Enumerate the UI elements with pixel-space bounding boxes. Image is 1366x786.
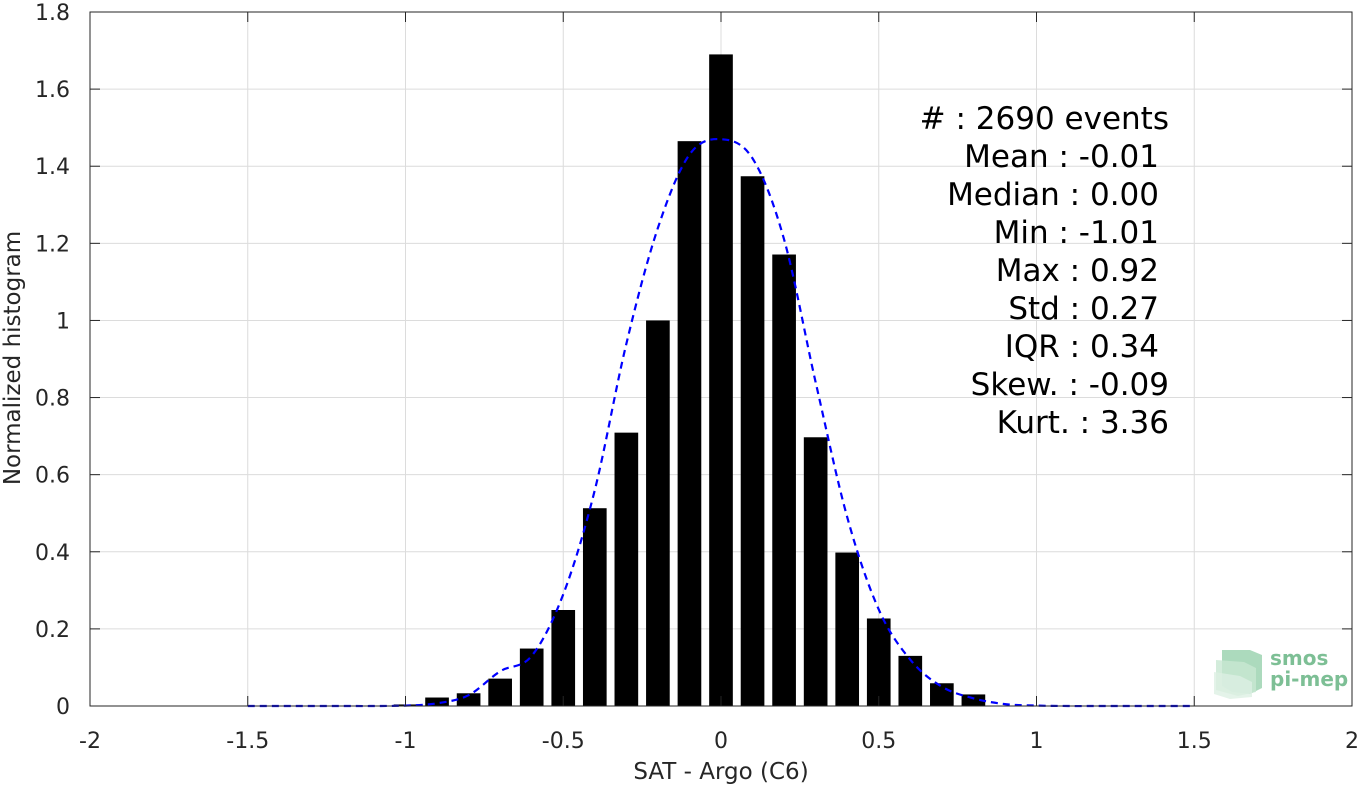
histogram-bar xyxy=(930,683,954,706)
y-tick-label: 0.8 xyxy=(35,387,70,412)
axis-ticks xyxy=(89,11,1353,707)
logo-text-pi-mep: pi-mep xyxy=(1270,667,1348,691)
histogram-bar xyxy=(740,176,765,706)
y-tick-label: 1.4 xyxy=(35,155,70,180)
x-tick-label: -0.5 xyxy=(542,729,585,754)
histogram-bar xyxy=(709,54,733,706)
x-tick-label: -2 xyxy=(79,729,101,754)
histogram-bar xyxy=(898,655,923,706)
stats-mean: Mean : -0.01 xyxy=(964,139,1159,175)
stats-kurt: Kurt. : 3.36 xyxy=(997,405,1169,441)
histogram-bar xyxy=(519,648,544,706)
histogram-bar xyxy=(582,508,607,706)
histogram-bar xyxy=(961,694,986,706)
y-tick-labels: 0 0.2 0.4 0.6 0.8 1 1.2 1.4 1.6 1.8 xyxy=(35,1,70,720)
smos-pi-mep-logo: smos pi-mep xyxy=(1214,646,1348,699)
histogram-bar xyxy=(425,697,449,706)
y-tick-label: 1.2 xyxy=(35,232,70,257)
x-tick-label: 2 xyxy=(1345,729,1359,754)
stats-median: Median : 0.00 xyxy=(947,177,1159,213)
x-tick-label: -1.5 xyxy=(226,729,269,754)
y-tick-label: 0.4 xyxy=(35,541,70,566)
histogram-bar xyxy=(677,141,702,706)
stats-events: # : 2690 events xyxy=(920,101,1169,137)
stats-min: Min : -1.01 xyxy=(994,215,1159,251)
stats-skew: Skew. : -0.09 xyxy=(971,367,1169,403)
y-tick-label: 0.6 xyxy=(35,464,70,489)
logo-wave-icon xyxy=(1214,650,1262,699)
x-tick-label: 0.5 xyxy=(861,729,896,754)
x-axis-label: SAT - Argo (C6) xyxy=(633,759,808,785)
logo-text-smos: smos xyxy=(1270,646,1328,670)
y-tick-label: 0 xyxy=(56,695,70,720)
x-tick-label: 0 xyxy=(714,729,728,754)
stats-max: Max : 0.92 xyxy=(996,253,1159,289)
fitted-gaussian-curve xyxy=(247,137,1195,708)
histogram-bar xyxy=(646,320,670,706)
histogram-bars xyxy=(393,54,986,706)
y-tick-label: 0.2 xyxy=(35,618,70,643)
histogram-bar xyxy=(866,618,891,706)
histogram-bar xyxy=(488,678,512,706)
stats-iqr: IQR : 0.34 xyxy=(1005,329,1159,365)
x-tick-label: 1 xyxy=(1030,729,1044,754)
histogram-bar xyxy=(614,432,639,706)
y-axis-label: Normalized histogram xyxy=(0,231,26,485)
statistics-annotation: # : 2690 events Mean : -0.01 Median : 0.… xyxy=(920,101,1169,441)
stats-std: Std : 0.27 xyxy=(1008,291,1159,327)
x-tick-label: 1.5 xyxy=(1177,729,1212,754)
x-tick-label: -1 xyxy=(395,729,417,754)
histogram-bar xyxy=(803,437,828,706)
histogram-bar xyxy=(456,693,481,706)
histogram-bar xyxy=(835,552,860,706)
histogram-bar xyxy=(772,254,796,706)
y-tick-label: 1.6 xyxy=(35,78,70,103)
y-tick-label: 1.8 xyxy=(35,1,70,26)
histogram-bar xyxy=(551,609,576,706)
y-tick-label: 1 xyxy=(56,309,70,334)
x-tick-labels: -2 -1.5 -1 -0.5 0 0.5 1 1.5 2 xyxy=(79,729,1359,754)
